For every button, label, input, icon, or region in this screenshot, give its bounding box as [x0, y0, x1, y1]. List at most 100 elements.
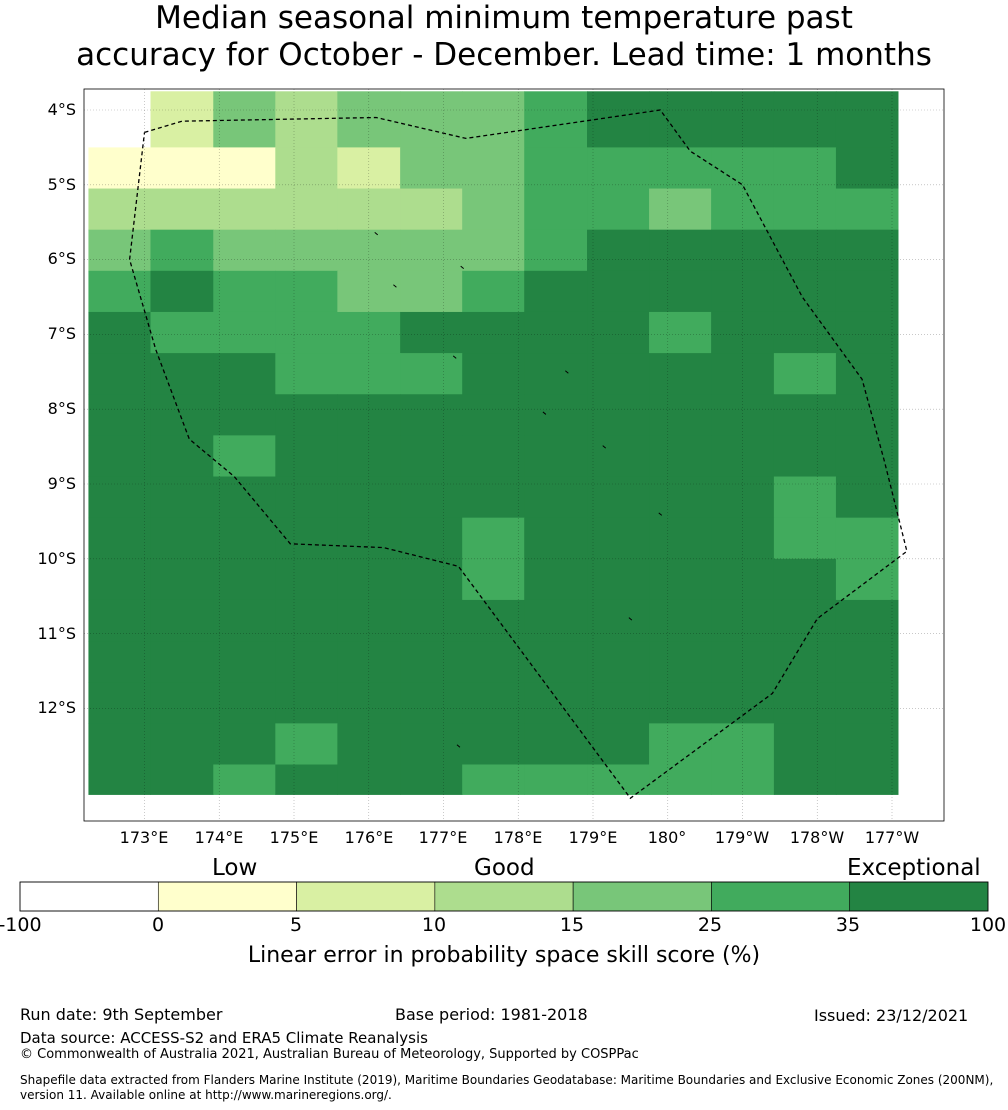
grid-cell — [711, 764, 775, 795]
lon-label: 179°E — [568, 828, 618, 847]
grid-cell — [150, 435, 214, 478]
grid-cell — [213, 353, 276, 395]
grid-cell — [649, 394, 712, 436]
grid-cell — [400, 147, 463, 190]
colorbar — [19, 881, 989, 912]
grid-cell — [773, 599, 837, 642]
shapefile-credit-line-1: Shapefile data extracted from Flanders M… — [20, 1073, 994, 1087]
grid-cell — [275, 147, 338, 190]
grid-cell — [150, 229, 214, 272]
island-outline — [602, 445, 607, 449]
grid-cell — [835, 476, 899, 519]
island-outline — [460, 265, 465, 269]
grid-cell — [835, 435, 899, 478]
island-outline — [374, 232, 379, 236]
grid-cell — [711, 394, 775, 436]
colorbar-swatch — [711, 881, 851, 912]
grid-cell — [835, 311, 899, 354]
lon-label: 177°E — [418, 828, 468, 847]
grid-cell — [213, 188, 276, 231]
grid-cell — [835, 91, 899, 148]
grid-cell — [150, 394, 214, 436]
grid-cell — [213, 682, 276, 724]
grid-cell — [462, 599, 525, 642]
grid-cell — [711, 353, 775, 395]
grid-cell — [587, 270, 650, 313]
grid-cell — [88, 558, 151, 601]
colorbar-tick: -100 — [0, 914, 42, 936]
grid-cell — [150, 147, 214, 190]
grid-cell — [462, 270, 525, 313]
run-date: Run date: 9th September — [20, 1005, 223, 1024]
grid-cell — [649, 91, 712, 148]
grid-cell — [88, 641, 151, 683]
grid-cell — [711, 270, 775, 313]
grid-cell — [275, 311, 338, 354]
colorbar-tick: 5 — [289, 914, 303, 936]
grid-cell — [462, 188, 525, 231]
grid-cell — [275, 394, 338, 436]
lat-label: 5°S — [47, 175, 76, 194]
grid-cell — [835, 229, 899, 272]
grid-cell — [150, 91, 214, 148]
grid-cell — [88, 394, 151, 436]
grid-cell — [275, 764, 338, 795]
grid-cell — [462, 641, 525, 683]
grid-cell — [773, 91, 837, 148]
grid-cell — [711, 188, 775, 231]
colorbar-swatch — [296, 881, 436, 912]
grid-cell — [88, 270, 151, 313]
grid-cell — [587, 188, 650, 231]
grid-cell — [587, 435, 650, 478]
grid-cell — [337, 91, 401, 148]
grid-cell — [587, 311, 650, 354]
grid-cell — [773, 147, 837, 190]
grid-cell — [337, 558, 401, 601]
grid-cell — [587, 682, 650, 724]
grid-cell — [524, 682, 588, 724]
grid-cell — [649, 599, 712, 642]
grid-cell — [275, 476, 338, 519]
copyright-notice: © Commonwealth of Australia 2021, Austra… — [20, 1047, 639, 1062]
grid-cell — [773, 311, 837, 354]
grid-cell — [275, 599, 338, 642]
grid-cell — [400, 270, 463, 313]
lat-label: 10°S — [37, 549, 76, 568]
colorbar-tick: 100 — [969, 914, 1007, 936]
grid-cell — [400, 682, 463, 724]
grid-cell — [400, 394, 463, 436]
grid-cell — [88, 188, 151, 231]
grid-cell — [337, 476, 401, 519]
grid-cell — [213, 476, 276, 519]
grid-cell — [835, 517, 899, 560]
grid-cell — [400, 599, 463, 642]
grid-cell — [150, 311, 214, 354]
grid-cell — [400, 353, 463, 395]
data-source: Data source: ACCESS-S2 and ERA5 Climate … — [20, 1029, 428, 1047]
grid-cell — [150, 723, 214, 765]
category-exceptional: Exceptional — [847, 855, 981, 881]
grid-cell — [400, 723, 463, 765]
grid-cell — [88, 91, 151, 148]
grid-cell — [649, 764, 712, 795]
grid-cell — [587, 353, 650, 395]
colorbar-swatch — [434, 881, 574, 912]
lon-label: 175°E — [269, 828, 319, 847]
grid-cell — [400, 435, 463, 478]
grid-cell — [337, 229, 401, 272]
colorbar-frame — [19, 881, 989, 912]
colorbar-swatch — [19, 881, 159, 912]
grid-cell — [150, 270, 214, 313]
grid-cell — [88, 517, 151, 560]
grid-cell — [150, 682, 214, 724]
lat-label: 4°S — [47, 100, 76, 119]
grid-cell — [524, 476, 588, 519]
colorbar-tick: 0 — [151, 914, 165, 936]
grid-cell — [587, 517, 650, 560]
grid-cell — [462, 558, 525, 601]
grid-cell — [773, 435, 837, 478]
grid-cell — [88, 723, 151, 765]
category-good: Good — [474, 855, 535, 881]
grid-cell — [275, 641, 338, 683]
grid-cell — [711, 147, 775, 190]
